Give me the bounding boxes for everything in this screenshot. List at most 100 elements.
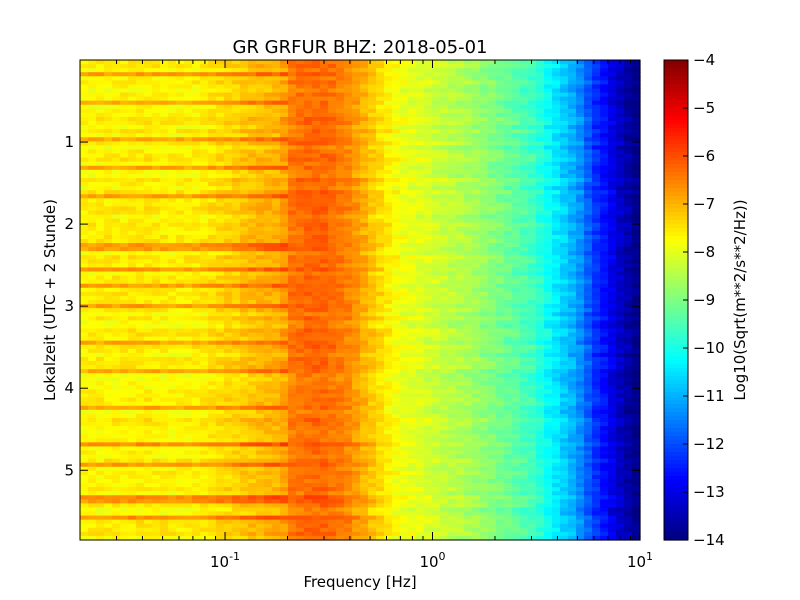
heatmap-cell	[120, 68, 129, 73]
heatmap-cell	[344, 214, 353, 220]
heatmap-cell	[392, 141, 401, 147]
heatmap-cell	[624, 84, 633, 90]
heatmap-cell	[256, 125, 265, 130]
heatmap-cell	[296, 222, 305, 228]
heatmap-cell	[584, 210, 593, 216]
heatmap-cell	[520, 153, 529, 159]
heatmap-cell	[504, 92, 513, 98]
heatmap-cell	[336, 287, 345, 293]
heatmap-cell	[584, 182, 593, 187]
heatmap-cell	[136, 251, 145, 256]
heatmap-cell	[208, 255, 217, 260]
heatmap-cell	[480, 316, 489, 321]
heatmap-cell	[480, 332, 489, 338]
heatmap-cell	[424, 267, 433, 273]
heatmap-cell	[208, 214, 217, 220]
heatmap-cell	[320, 230, 329, 236]
heatmap-cell	[400, 68, 409, 73]
heatmap-cell	[344, 157, 353, 163]
heatmap-cell	[312, 100, 321, 106]
heatmap-cell	[280, 100, 289, 106]
heatmap-cell	[200, 116, 209, 122]
heatmap-cell	[184, 133, 193, 138]
heatmap-cell	[488, 283, 497, 289]
heatmap-cell	[176, 222, 185, 228]
heatmap-cell	[440, 259, 449, 264]
heatmap-cell	[152, 308, 161, 313]
heatmap-cell	[184, 279, 193, 285]
heatmap-cell	[432, 96, 441, 102]
heatmap-cell	[96, 279, 105, 285]
heatmap-cell	[232, 251, 241, 256]
heatmap-cell	[488, 133, 497, 138]
heatmap-cell	[424, 173, 433, 179]
heatmap-cell	[272, 324, 281, 330]
heatmap-cell	[552, 304, 561, 309]
heatmap-cell	[96, 328, 105, 334]
heatmap-cell	[272, 88, 281, 94]
heatmap-cell	[232, 68, 241, 73]
heatmap-cell	[536, 328, 545, 334]
heatmap-cell	[536, 88, 545, 94]
heatmap-cell	[616, 283, 625, 289]
heatmap-cell	[288, 328, 297, 334]
heatmap-cell	[312, 141, 321, 147]
heatmap-cell	[568, 76, 577, 81]
heatmap-cell	[120, 112, 129, 118]
heatmap-cell	[488, 116, 497, 122]
heatmap-cell	[200, 295, 209, 301]
heatmap-cell	[472, 304, 481, 309]
heatmap-cell	[600, 328, 609, 334]
heatmap-cell	[280, 129, 289, 134]
heatmap-cell	[376, 295, 385, 301]
heatmap-cell	[352, 238, 361, 244]
heatmap-cell	[616, 84, 625, 90]
heatmap-cell	[256, 279, 265, 285]
heatmap-cell	[576, 92, 585, 98]
heatmap-cell	[576, 198, 585, 203]
heatmap-cell	[600, 206, 609, 212]
heatmap-cell	[432, 121, 441, 126]
heatmap-cell	[200, 243, 209, 248]
heatmap-cell	[624, 108, 633, 114]
heatmap-cell	[552, 210, 561, 216]
heatmap-cell	[600, 275, 609, 281]
heatmap-cell	[392, 279, 401, 285]
heatmap-cell	[440, 157, 449, 163]
heatmap-cell	[528, 238, 537, 244]
heatmap-cell	[616, 271, 625, 277]
heatmap-cell	[80, 182, 89, 187]
heatmap-cell	[288, 141, 297, 147]
heatmap-cell	[176, 348, 185, 354]
heatmap-cell	[504, 161, 513, 167]
heatmap-cell	[392, 267, 401, 273]
heatmap-cell	[200, 238, 209, 244]
heatmap-cell	[176, 308, 185, 313]
heatmap-cell	[80, 133, 89, 138]
heatmap-cell	[496, 238, 505, 244]
heatmap-cell	[320, 96, 329, 102]
heatmap-cell	[312, 133, 321, 138]
heatmap-cell	[96, 112, 105, 118]
heatmap-cell	[328, 84, 337, 90]
heatmap-cell	[232, 133, 241, 138]
heatmap-cell	[456, 72, 465, 77]
heatmap-cell	[512, 145, 521, 151]
heatmap-cell	[608, 300, 617, 305]
heatmap-cell	[480, 182, 489, 187]
heatmap-cell	[216, 283, 225, 289]
heatmap-cell	[312, 283, 321, 289]
heatmap-cell	[208, 125, 217, 130]
heatmap-cell	[632, 234, 641, 240]
heatmap-cell	[224, 80, 233, 86]
heatmap-cell	[432, 202, 441, 208]
heatmap-cell	[552, 194, 561, 199]
heatmap-cell	[288, 161, 297, 167]
heatmap-cell	[592, 295, 601, 301]
heatmap-cell	[416, 60, 425, 65]
heatmap-cell	[256, 300, 265, 305]
heatmap-cell	[448, 108, 457, 114]
heatmap-cell	[424, 206, 433, 212]
heatmap-cell	[584, 112, 593, 118]
heatmap-cell	[344, 194, 353, 199]
